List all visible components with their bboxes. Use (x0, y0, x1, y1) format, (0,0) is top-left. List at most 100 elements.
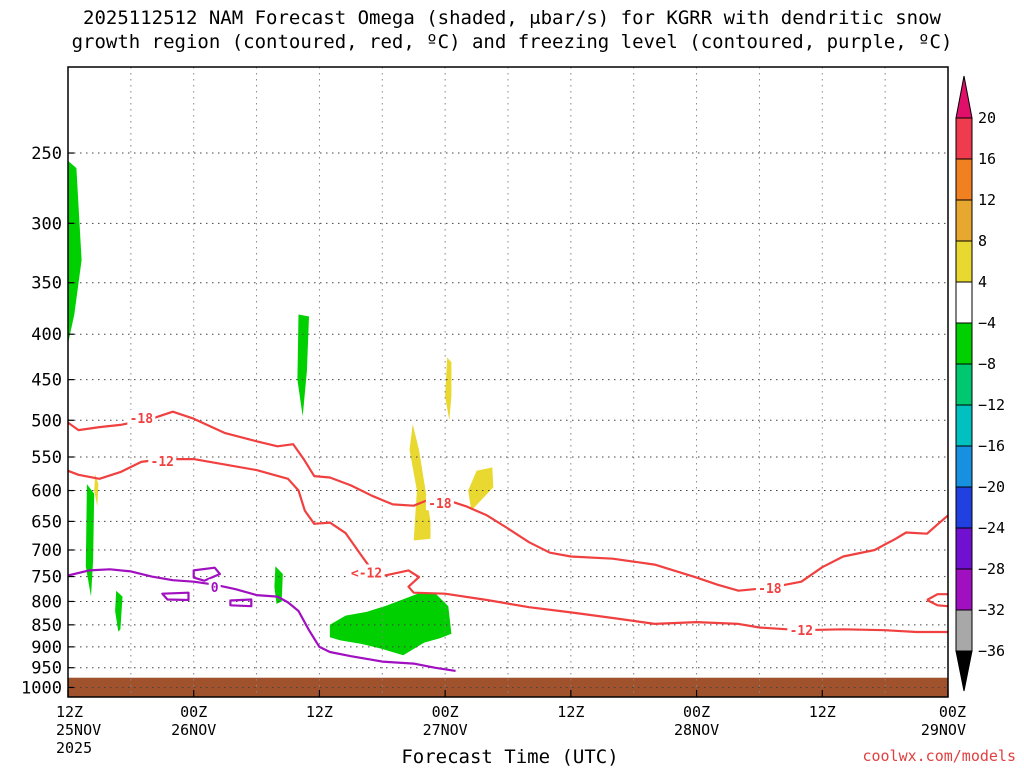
colorbar-swatch (955, 363, 973, 406)
colorbar-label: −16 (978, 437, 1005, 455)
contour-label-bg (755, 580, 784, 596)
omega-region-9 (94, 474, 99, 507)
contour-label: -18 (428, 497, 452, 512)
colorbar-swatch (955, 609, 973, 652)
omega-region-3 (115, 590, 123, 632)
omega-region-8 (468, 467, 494, 511)
y-tick-label: 600 (31, 482, 62, 502)
x-tick-date: 26NOV (171, 721, 216, 739)
terrain-layer (68, 677, 948, 697)
contour-label-bg (208, 579, 221, 595)
y-tick-label: 1000 (21, 678, 62, 698)
colorbar-swatch (955, 199, 973, 242)
y-tick-label: 650 (31, 512, 62, 532)
title-line-1: 2025112512 NAM Forecast Omega (shaded, μ… (83, 7, 941, 29)
contour-5 (192, 566, 221, 582)
colorbar-top-arrow (955, 75, 973, 119)
colorbar-swatch (955, 527, 973, 570)
colorbar-label: 8 (978, 232, 987, 250)
colorbar-swatch (955, 404, 973, 447)
contour-7 (229, 598, 253, 608)
x-tick-label: 00Z (683, 703, 710, 721)
omega-region-7 (409, 424, 431, 541)
contour-label-layer: -18 -12 -18 <-12 -18 -12 0 (127, 409, 816, 639)
colorbar-swatch (955, 281, 973, 324)
page-title: 2025112512 NAM Forecast Omega (shaded, μ… (0, 6, 1024, 54)
y-tick-label: 700 (31, 541, 62, 561)
colorbar-bottom-arrow (955, 650, 973, 692)
colorbar-label: 20 (978, 109, 996, 127)
colorbar-swatch (955, 158, 973, 201)
colorbar-label: −4 (978, 314, 996, 332)
site-credit: coolwx.com/models (862, 747, 1016, 765)
y-tick-label: 550 (31, 448, 62, 468)
x-tick-label: 00Z (180, 703, 207, 721)
y-tick-label: 500 (31, 411, 62, 431)
plot-frame (67, 66, 949, 698)
contour-label: -18 (130, 412, 154, 427)
colorbar-label: −28 (978, 560, 1005, 578)
y-tick-label: 850 (31, 616, 62, 636)
colorbar-label: 4 (978, 273, 987, 291)
contour-label: <-12 (351, 566, 382, 581)
terrain-fill (68, 677, 948, 697)
contour-0 (67, 410, 949, 592)
colorbar-label: −20 (978, 478, 1005, 496)
colorbar-label: −8 (978, 355, 996, 373)
contour-label-bg (348, 564, 385, 580)
x-tick-label: 12Z (809, 703, 836, 721)
colorbar-swatch (955, 117, 973, 160)
colorbar-label: −12 (978, 396, 1005, 414)
contour-label: 0 (211, 581, 219, 596)
colorbar-swatch (955, 240, 973, 283)
y-tick-label: 300 (31, 214, 62, 234)
omega-shading-layer (68, 160, 494, 656)
x-tick-label: 12Z (56, 703, 83, 721)
contour-2 (926, 593, 948, 601)
omega-region-5 (329, 592, 452, 656)
contour-layer (67, 410, 949, 672)
x-tick-label: 12Z (557, 703, 584, 721)
title-line-2: growth region (contoured, red, ºC) and f… (71, 31, 953, 53)
contour-label: -18 (758, 582, 782, 597)
omega-region-2 (85, 484, 95, 597)
y-axis-ticks: 2503003504004505005506006507007508008509… (21, 144, 74, 698)
contour-6 (161, 591, 190, 602)
y-tick-label: 950 (31, 659, 62, 679)
omega-region-4 (274, 566, 283, 604)
x-tick-date: 25NOV (56, 721, 101, 739)
contour-label: -12 (151, 455, 174, 470)
contour-label-bg (148, 453, 177, 469)
contour-label-bg (787, 622, 816, 638)
colorbar-label: −32 (978, 601, 1005, 619)
x-tick-year: 2025 (56, 739, 92, 757)
y-tick-label: 800 (31, 592, 62, 612)
x-tick-label: 00Z (939, 703, 966, 721)
omega-region-6 (445, 357, 452, 421)
y-tick-label: 450 (31, 371, 62, 391)
x-tick-label: 00Z (432, 703, 459, 721)
x-tick-date: 27NOV (423, 721, 468, 739)
y-tick-label: 250 (31, 144, 62, 164)
contour-label-bg (425, 495, 454, 511)
colorbar-label: −24 (978, 519, 1005, 537)
contour-4 (67, 568, 456, 672)
y-tick-label: 400 (31, 325, 62, 345)
colorbar-label: 12 (978, 191, 996, 209)
contour-3 (926, 599, 949, 608)
contour-1 (67, 458, 948, 634)
omega-region-0 (68, 160, 82, 344)
colorbar: 20 16 12 8 4 −4 −8 −12 −16 −20 −24 −28 −32 −36 (955, 75, 1005, 692)
colorbar-swatch (955, 568, 973, 611)
x-axis-label: Forecast Time (UTC) (401, 746, 619, 768)
colorbar-label: 16 (978, 150, 996, 168)
y-tick-label: 900 (31, 638, 62, 658)
x-tick-date: 29NOV (921, 721, 966, 739)
x-tick-date: 28NOV (674, 721, 719, 739)
contour-label-bg (127, 409, 156, 425)
x-tick-label: 12Z (306, 703, 333, 721)
omega-region-1 (297, 314, 309, 417)
y-tick-label: 750 (31, 568, 62, 588)
